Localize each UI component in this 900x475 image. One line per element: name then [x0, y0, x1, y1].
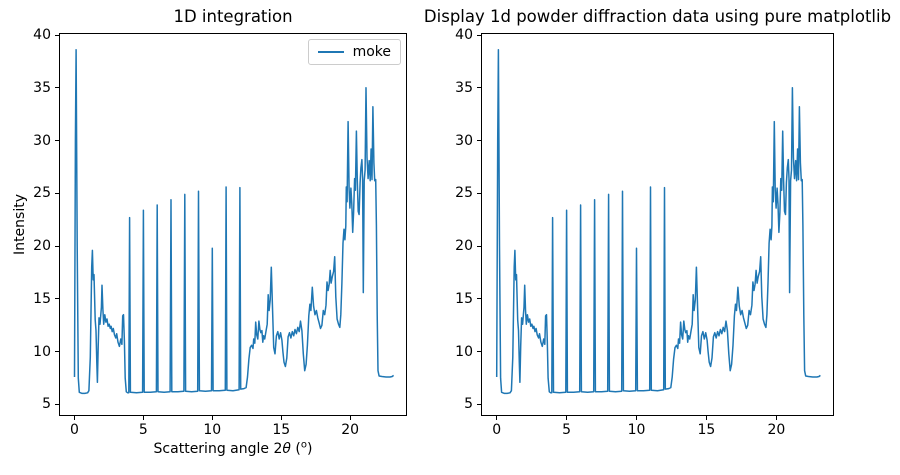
y-tick-label: 40: [455, 27, 473, 44]
x-tick-label: 20: [341, 422, 360, 438]
x-tick-mark: [73, 416, 75, 420]
y-tick-label: 10: [33, 343, 51, 360]
y-tick-mark: [477, 403, 481, 405]
y-axis-label-text: Intensity: [12, 194, 28, 255]
left-plot-title: 1D integration: [173, 7, 293, 26]
x-tick-label: 20: [767, 422, 786, 438]
right-axes: [481, 33, 834, 416]
legend: moke: [307, 39, 401, 65]
moke-series-line: [73, 49, 395, 395]
left-subplot: 1D integration moke 0 5 10 15 20 5 10 15 20 25 30…: [12, 7, 407, 457]
legend-line-sample: [317, 51, 344, 53]
x-tick-mark: [142, 416, 144, 420]
y-tick-mark: [55, 192, 59, 194]
x-axis-label: Scattering angle 2θ (o): [153, 439, 313, 457]
y-tick-mark: [477, 245, 481, 247]
y-tick-mark: [55, 87, 59, 89]
y-tick-label: 35: [455, 79, 473, 96]
y-tick-mark: [55, 351, 59, 353]
y-tick-label: 15: [455, 290, 473, 307]
diffraction-line-plot: [73, 49, 395, 395]
x-axis-ticks: 0 5 10 15 20: [481, 416, 834, 456]
y-tick-label: 5: [464, 396, 473, 413]
moke-series-line: [495, 49, 821, 395]
y-tick-label: 5: [42, 396, 51, 413]
x-label-degree-sup: o: [300, 439, 307, 451]
y-tick-mark: [55, 34, 59, 36]
x-tick-label: 15: [697, 422, 716, 438]
left-axes: moke: [59, 33, 407, 416]
y-tick-mark: [477, 140, 481, 142]
legend-label: moke: [352, 44, 391, 60]
y-tick-label: 25: [33, 185, 51, 202]
y-tick-label: 30: [455, 132, 473, 149]
x-tick-mark: [349, 416, 351, 420]
y-tick-label: 20: [455, 238, 473, 255]
x-tick-mark: [775, 416, 777, 420]
y-tick-label: 20: [33, 238, 51, 255]
y-tick-label: 15: [33, 290, 51, 307]
x-tick-mark: [705, 416, 707, 420]
diffraction-line-plot: [495, 49, 821, 395]
x-tick-label: 5: [138, 422, 148, 438]
x-label-theta: θ: [282, 441, 291, 457]
y-tick-mark: [477, 192, 481, 194]
x-tick-label: 15: [272, 422, 291, 438]
x-label-paren-close: ): [306, 441, 313, 457]
y-tick-mark: [477, 87, 481, 89]
y-axis-label: Intensity: [12, 33, 28, 416]
y-tick-mark: [55, 403, 59, 405]
y-tick-mark: [477, 298, 481, 300]
y-tick-label: 30: [33, 132, 51, 149]
x-tick-mark: [496, 416, 498, 420]
x-axis-ticks: 0 5 10 15 20: [59, 416, 407, 456]
y-tick-mark: [477, 351, 481, 353]
x-tick-label: 5: [562, 422, 572, 438]
y-tick-label: 40: [33, 27, 51, 44]
y-tick-mark: [55, 245, 59, 247]
x-tick-mark: [566, 416, 568, 420]
y-tick-mark: [477, 34, 481, 36]
x-tick-mark: [636, 416, 638, 420]
right-subplot: Display 1d powder diffraction data using…: [424, 7, 891, 438]
y-tick-mark: [55, 140, 59, 142]
x-tick-mark: [211, 416, 213, 420]
y-tick-label: 35: [33, 79, 51, 96]
y-tick-mark: [55, 298, 59, 300]
y-axis-ticks: 5 10 15 20 25 30 35 40: [3, 27, 59, 416]
y-tick-label: 25: [455, 185, 473, 202]
x-tick-label: 10: [627, 422, 646, 438]
x-label-paren-open: (: [290, 441, 301, 457]
x-label-prefix: Scattering angle 2: [153, 441, 283, 457]
x-tick-label: 10: [203, 422, 222, 438]
y-tick-label: 10: [455, 343, 473, 360]
y-axis-ticks: 5 10 15 20 25 30 35 40: [425, 27, 481, 416]
right-plot-title: Display 1d powder diffraction data using…: [423, 7, 892, 26]
x-tick-mark: [280, 416, 282, 420]
x-tick-label: 0: [70, 422, 79, 438]
x-tick-label: 0: [492, 422, 502, 438]
